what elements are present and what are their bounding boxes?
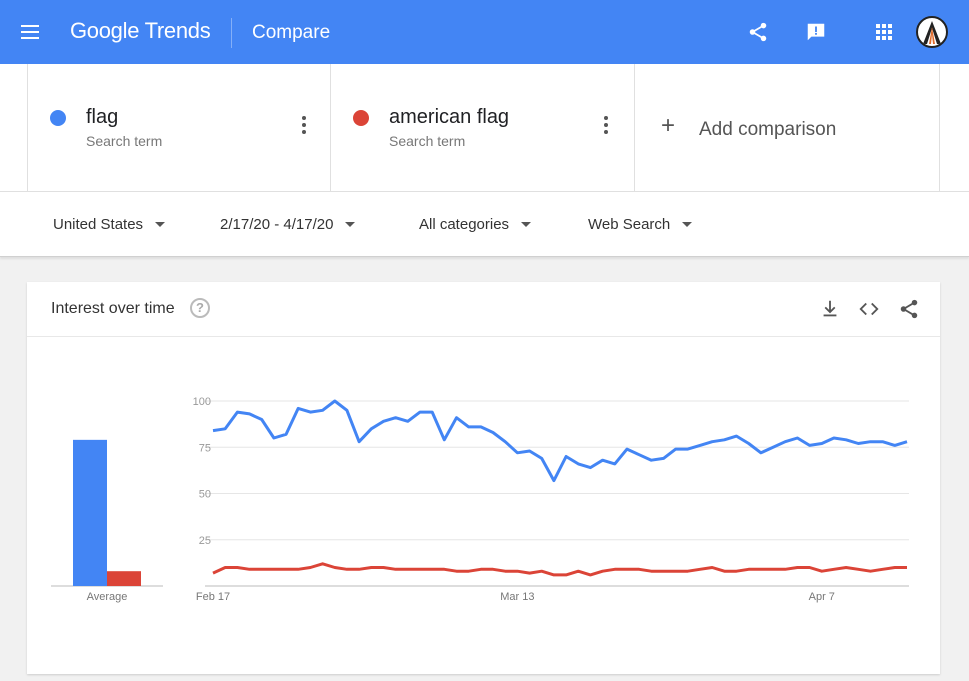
average-bar-american-flag[interactable] [107,571,141,586]
logo-google-text: Google [70,18,140,43]
category-value: All categories [419,216,510,233]
menu-icon[interactable] [18,22,42,42]
x-tick-label: Feb 17 [196,591,230,603]
region-value: United States [53,216,144,233]
date-range-dropdown[interactable]: 2/17/20 - 4/17/20 [220,216,356,233]
interest-over-time-card: Interest over time ? 25 50 75 100 Average F… [27,282,940,674]
avatar[interactable] [916,16,948,48]
comparison-terms: flag Search term american flag Search te… [0,64,969,191]
dropdown-arrow-icon [155,222,166,227]
logo-trends-text: Trends [144,18,211,43]
search-type-value: Web Search [588,216,671,233]
interest-chart: 25 50 75 100 Average Feb 17 Mar 13 Apr 7 [51,396,909,603]
category-dropdown[interactable]: All categories [419,216,532,233]
apps-icon[interactable] [870,18,898,46]
series-color-dot [353,110,369,126]
share-icon[interactable] [898,298,920,320]
embed-icon[interactable] [858,298,880,320]
y-tick-label: 50 [199,489,211,501]
download-icon[interactable] [819,298,841,320]
y-tick-label: 75 [199,442,211,454]
term-card-flag[interactable]: flag Search term [27,64,331,191]
plus-icon: + [661,112,676,139]
average-label: Average [87,591,128,603]
appbar-divider [231,18,232,48]
share-icon[interactable] [744,18,772,46]
add-comparison-label: Add comparison [699,119,837,140]
x-tick-label: Apr 7 [809,591,835,603]
term-name[interactable]: flag [86,106,119,128]
average-bar-flag[interactable] [73,439,107,586]
series-line-flag[interactable] [212,399,908,483]
feedback-icon[interactable] [802,18,830,46]
term-name[interactable]: american flag [389,106,510,128]
more-options-icon[interactable] [302,116,306,134]
term-type: Search term [389,133,466,149]
series-line-american-flag[interactable] [212,562,907,577]
y-tick-label: 100 [193,396,211,408]
help-icon[interactable]: ? [190,298,210,318]
card-header: Interest over time ? [27,282,940,337]
page-title: Compare [252,22,331,43]
term-card-american-flag[interactable]: american flag Search term [331,64,635,191]
region-dropdown[interactable]: United States [53,216,166,233]
app-bar: Google Trends Compare [0,0,969,64]
date-range-value: 2/17/20 - 4/17/20 [220,216,334,233]
y-tick-label: 25 [199,535,211,547]
filter-bar: United States 2/17/20 - 4/17/20 All cate… [0,191,969,257]
dropdown-arrow-icon [345,222,356,227]
dropdown-arrow-icon [682,222,693,227]
term-type: Search term [86,133,163,149]
more-options-icon[interactable] [604,116,608,134]
dropdown-arrow-icon [521,222,532,227]
card-title: Interest over time [51,300,175,317]
search-type-dropdown[interactable]: Web Search [588,216,693,233]
series-color-dot [50,110,66,126]
google-trends-logo[interactable]: Google Trends [70,18,211,44]
add-comparison-button[interactable]: + Add comparison [635,64,940,191]
x-tick-label: Mar 13 [500,591,534,603]
